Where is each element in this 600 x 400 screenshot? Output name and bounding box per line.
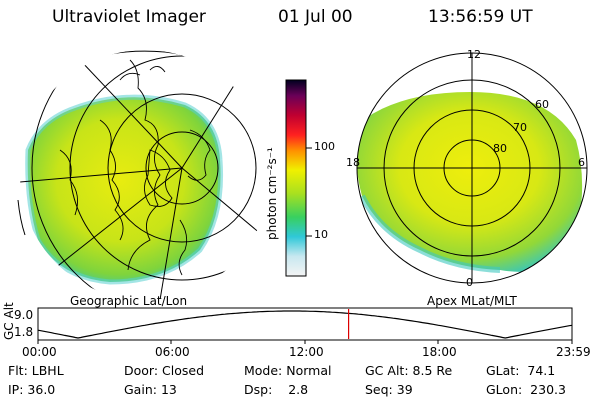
info-label: GC Alt: [365,363,409,378]
info-value: 36.0 [27,382,56,397]
xtick-1200: 12:00 [289,345,324,359]
altitude-ytick-high: 9.0 [14,308,34,322]
xtick-0000: 00:00 [22,345,57,359]
colorbar-tick-10: 10 [314,228,328,241]
info-label: Mode: [244,363,283,378]
mlt-label-0: 0 [466,276,473,289]
info-filter: Flt: LBHL [8,363,64,378]
mlt-label-12: 12 [467,48,481,61]
xtick-0600: 06:00 [155,345,190,359]
header-date: 01 Jul 00 [278,7,353,27]
info-gc-alt: GC Alt: 8.5 Re [365,363,452,378]
info-label: Door: [124,363,159,378]
geographic-caption: Geographic Lat/Lon [70,294,188,308]
mlt-label-18: 18 [346,156,360,169]
info-seq: Seq: 39 [365,382,413,397]
colorbar [285,79,307,277]
altitude-curve [37,310,573,339]
info-label: GLon: [486,382,523,397]
mlt-label-6: 6 [578,156,585,169]
info-glat: GLat: 74.1 [486,363,555,378]
info-mode: Mode: Normal [244,363,332,378]
info-value: 2.8 [288,382,309,397]
info-label: IP: [8,382,24,397]
apex-caption: Apex MLat/MLT [427,294,517,308]
info-value: Normal [286,363,332,378]
info-label: GLat: [486,363,520,378]
info-value: 39 [396,382,413,397]
info-value: 74.1 [527,363,556,378]
mlat-label-80: 80 [493,142,507,155]
mlat-label-60: 60 [535,98,549,111]
info-label: Seq: [365,382,393,397]
xtick-2359: 23:59 [556,345,591,359]
aurora-emission-right [357,92,583,272]
info-value: Closed [162,363,205,378]
geographic-map [20,50,270,300]
apex-polar-map [357,92,583,273]
info-door: Door: Closed [124,363,204,378]
info-value: LBHL [31,363,64,378]
info-ip: IP: 36.0 [8,382,55,397]
mlat-label-70: 70 [513,121,527,134]
info-value: 230.3 [530,382,566,397]
info-label: Gain: [124,382,157,397]
info-glon: GLon: 230.3 [486,382,566,397]
info-gain: Gain: 13 [124,382,177,397]
app-title: Ultraviolet Imager [52,7,206,27]
header-time: 13:56:59 UT [428,7,533,27]
info-value: 8.5 Re [412,363,453,378]
xtick-1800: 18:00 [422,345,457,359]
info-value: 13 [160,382,177,397]
aurora-emission-left [27,97,221,282]
colorbar-tick-100: 100 [314,140,335,153]
info-label: Dsp: [244,382,273,397]
info-label: Flt: [8,363,28,378]
info-dsp: Dsp: 2.8 [244,382,308,397]
colorbar-unit-label: photon cm⁻²s⁻¹ [265,147,279,240]
altitude-ytick-low: 1.8 [14,325,34,339]
